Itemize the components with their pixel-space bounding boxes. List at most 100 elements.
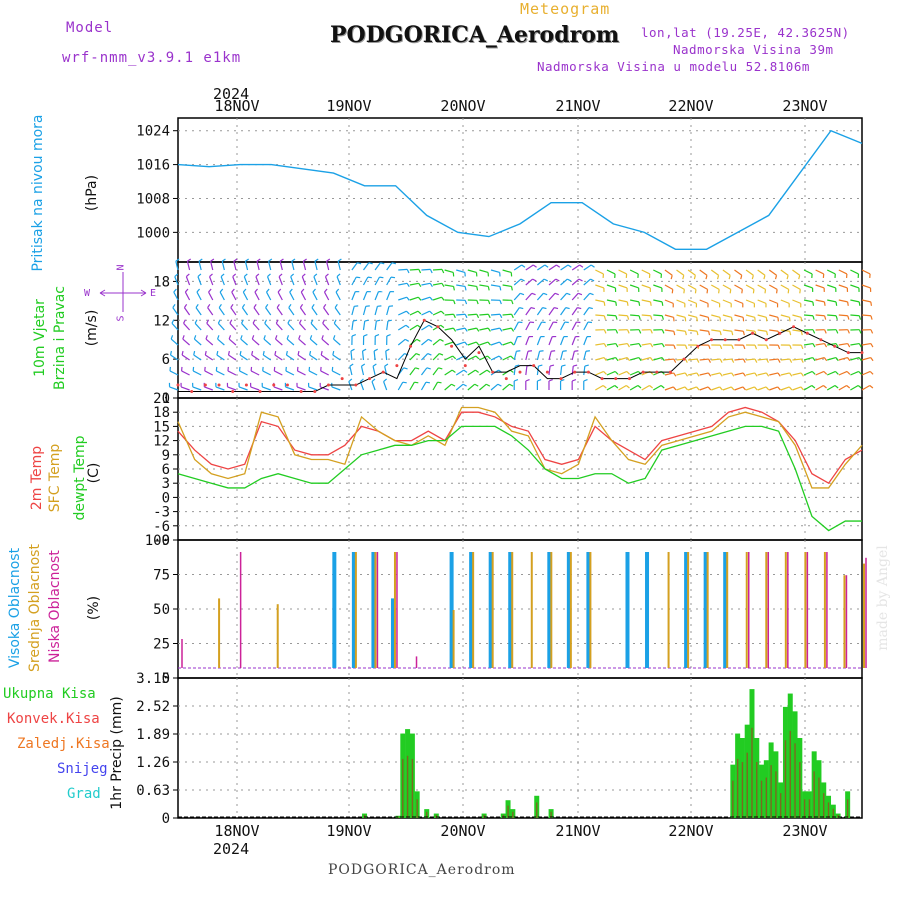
wind-barb-flag <box>615 301 617 306</box>
wind-barb-flag <box>787 289 790 294</box>
wind-barb <box>641 299 651 303</box>
wind-barb-flag <box>429 296 434 301</box>
wind-barb <box>687 284 697 290</box>
wind-barb <box>251 354 260 361</box>
wind-barb-flag <box>487 341 491 346</box>
wind-barb-flag <box>719 372 723 377</box>
wind-barb <box>595 284 605 289</box>
wind-barb <box>745 284 755 290</box>
y-tick-label: 0 <box>162 490 170 506</box>
wind-barb-flag <box>228 335 232 340</box>
wind-barb <box>513 278 522 286</box>
wind-barb <box>699 299 709 304</box>
wind-barb-flag <box>476 313 480 319</box>
wind-barb-flag <box>786 275 789 280</box>
wind-barb <box>239 354 248 361</box>
wind-barb <box>322 322 330 331</box>
wind-barb <box>815 269 824 275</box>
wind-barb <box>606 370 616 376</box>
wind-barb <box>803 384 813 391</box>
wind-barb <box>571 264 580 271</box>
y-tick-label: 75 <box>153 568 170 584</box>
wind-barb <box>571 307 578 316</box>
wind-barb <box>653 314 663 317</box>
wind-barb-flag <box>275 319 279 324</box>
wind-barb <box>372 366 376 376</box>
wind-barb <box>769 329 779 332</box>
gust-point <box>203 383 207 387</box>
wind-barb-flag <box>510 355 515 360</box>
wind-barb-flag <box>661 329 665 334</box>
wind-barb-flag <box>626 301 629 306</box>
wind-barb-flag <box>195 303 199 308</box>
wind-barb <box>502 341 512 346</box>
wind-barb <box>780 269 789 276</box>
wind-barb-flag <box>740 275 743 280</box>
compass-w: W <box>84 288 91 299</box>
legend-snow: Snijeg <box>57 761 108 777</box>
wind-barb <box>513 336 518 346</box>
wind-barb-flag <box>788 386 793 391</box>
wind-barb <box>595 342 605 346</box>
wind-barb-flag <box>696 386 700 391</box>
wind-barb <box>757 358 767 361</box>
wind-barb <box>444 313 454 316</box>
wind-barb <box>172 307 179 316</box>
wind-barb-flag <box>672 386 677 391</box>
bottom-day-label: 20NOV <box>440 822 485 840</box>
gust-point <box>545 370 549 374</box>
cloud-mid-bar <box>472 552 475 668</box>
wind-barb-flag <box>227 350 230 356</box>
precip-conv-bar <box>363 814 366 818</box>
wind-barb-flag <box>561 364 566 367</box>
wind-barb <box>291 261 295 271</box>
gust-point <box>395 364 399 368</box>
wind-barb-flag <box>538 364 543 367</box>
wind-barb <box>374 321 377 331</box>
wind-barb-flag <box>274 350 277 356</box>
wind-barb-flag <box>823 371 828 375</box>
precip-conv-bar <box>803 799 806 818</box>
wind-barb-flag <box>602 385 607 389</box>
cloud-low-bar <box>747 552 750 668</box>
wind-barb <box>548 321 554 331</box>
wind-barb-flag <box>637 371 642 375</box>
cloud-mid-bar <box>726 552 729 668</box>
wind-barb-flag <box>649 385 654 389</box>
top-day-label: 19NOV <box>326 97 371 115</box>
wind-barb <box>348 381 353 391</box>
wind-barb <box>467 313 477 316</box>
gust-point <box>710 338 714 342</box>
wind-barb <box>479 341 489 346</box>
wind-barb <box>244 261 249 271</box>
wind-barb <box>456 341 465 346</box>
wind-barb <box>455 369 465 376</box>
wind-barb-flag <box>742 386 747 391</box>
wind-barb <box>227 386 237 391</box>
wind-barb-flag <box>416 338 421 342</box>
wind-barb-flag <box>603 343 607 348</box>
wind-barb <box>769 314 779 318</box>
wind-barb <box>210 261 214 271</box>
wind-barb-flag <box>218 303 222 308</box>
wind-barb-flag <box>731 372 735 377</box>
wind-barb-flag <box>267 273 271 278</box>
wind-barb <box>398 282 408 286</box>
wind-barb <box>262 370 272 376</box>
cloud-high-bar <box>332 552 337 668</box>
wind-barb <box>297 354 306 361</box>
wind-barb <box>204 354 214 361</box>
wind-barb <box>664 386 674 391</box>
wind-barb <box>335 291 341 301</box>
wind-barb <box>479 284 489 288</box>
wind-barb <box>432 367 439 376</box>
wind-barb-flag <box>824 315 827 320</box>
wind-barb-flag <box>742 331 745 336</box>
wind-barb-flag <box>626 315 630 320</box>
wind-barb-flag <box>847 315 850 320</box>
wind-barb <box>525 307 532 316</box>
wind-barb-flag <box>571 378 577 382</box>
wind-barb <box>467 327 477 331</box>
wind-barb <box>310 322 318 331</box>
wind-barb <box>276 307 283 316</box>
